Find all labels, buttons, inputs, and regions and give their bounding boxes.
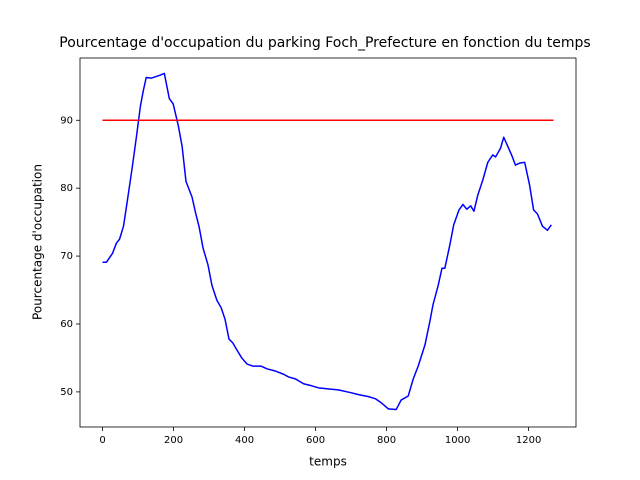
y-tick-label: 60 bbox=[60, 319, 73, 330]
x-tick-label: 600 bbox=[306, 435, 325, 446]
x-tick-label: 1200 bbox=[516, 435, 541, 446]
x-tick-label: 0 bbox=[99, 435, 105, 446]
x-tick-label: 1000 bbox=[445, 435, 470, 446]
y-axis-label: Pourcentage d'occupation bbox=[31, 164, 45, 320]
x-tick-label: 200 bbox=[164, 435, 183, 446]
y-tick-label: 70 bbox=[60, 251, 73, 262]
plot-frame bbox=[79, 57, 577, 428]
y-tick-label: 90 bbox=[60, 115, 73, 126]
y-tick-label: 50 bbox=[60, 387, 73, 398]
x-tick-label: 400 bbox=[235, 435, 254, 446]
chart-title: Pourcentage d'occupation du parking Foch… bbox=[59, 35, 590, 51]
x-axis-label: temps bbox=[309, 455, 347, 469]
y-tick-label: 80 bbox=[60, 183, 73, 194]
data-line bbox=[102, 72, 552, 411]
x-tick-label: 800 bbox=[377, 435, 396, 446]
